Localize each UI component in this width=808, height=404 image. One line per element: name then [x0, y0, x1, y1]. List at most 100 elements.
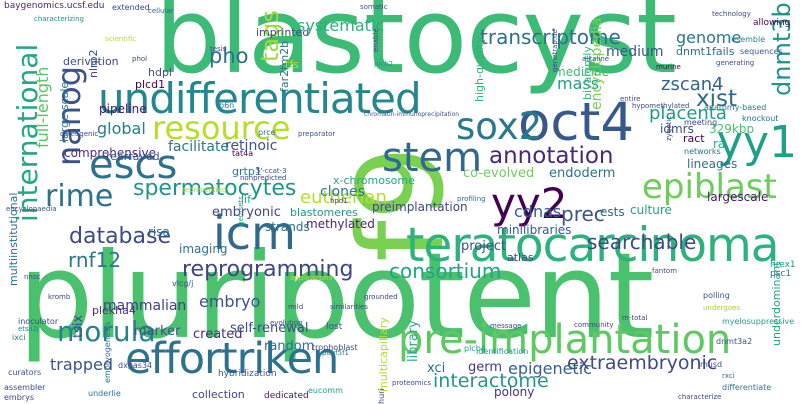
word: comprehensive	[64, 146, 156, 160]
word: hdpl	[148, 66, 172, 79]
word: genetrap.de	[551, 29, 559, 72]
word: pipeline	[99, 102, 147, 116]
word: grounded	[364, 293, 398, 301]
word: 329kbp	[709, 122, 755, 136]
word: tat4a	[232, 149, 254, 158]
word: plcb4	[464, 344, 486, 353]
word: consortium	[389, 259, 502, 283]
word: derivation	[63, 55, 119, 68]
word: dnmt1fails	[676, 45, 735, 58]
word: hrex1	[770, 260, 796, 270]
word: plcd1	[135, 78, 166, 91]
word: undergoes	[703, 304, 741, 312]
word: alkaline	[582, 55, 610, 63]
word: hpd1	[330, 197, 348, 205]
word: mild	[288, 303, 304, 311]
word: assembler	[4, 383, 46, 392]
word: searchable	[587, 230, 697, 254]
word: created	[193, 327, 243, 342]
word: ixci	[12, 333, 26, 342]
word: psc1	[770, 269, 792, 279]
word: xci	[427, 361, 446, 376]
word: icm	[213, 206, 296, 260]
word: prce	[258, 128, 276, 137]
word: epiblast	[642, 167, 777, 207]
word: x-chromosome	[333, 174, 415, 187]
word: eucomm	[308, 386, 343, 395]
word: identification	[476, 347, 529, 356]
word: facilitate	[168, 139, 230, 155]
word: epigenetic	[508, 359, 592, 378]
word: polony	[494, 385, 535, 399]
word: endoderm	[549, 166, 616, 181]
word: zscan4	[661, 74, 724, 95]
word: anatomy-based	[704, 103, 767, 112]
word: preimplantation	[372, 200, 468, 214]
word: 5'-ccat-3	[256, 167, 287, 175]
word: m-total	[622, 314, 648, 322]
word: placenta	[649, 103, 727, 124]
word: rnf12	[68, 248, 122, 272]
word: osteogenic	[60, 130, 99, 138]
word: eutherian	[300, 187, 387, 208]
word: embryo	[199, 292, 261, 311]
word: rearrayed	[106, 150, 160, 163]
word: library	[406, 320, 421, 362]
word: plcb2	[374, 60, 394, 68]
word: huri	[377, 388, 386, 404]
word: pho	[209, 44, 249, 68]
word: escs	[89, 142, 178, 188]
word: cellular	[148, 7, 174, 15]
word: inoculator	[18, 317, 59, 326]
word: lif	[241, 193, 251, 206]
word: hybridization	[218, 369, 277, 379]
word: dnmt3a2	[716, 337, 753, 346]
word: retinoic	[225, 138, 278, 154]
word: minilibraries	[497, 223, 572, 237]
word: polling	[703, 291, 730, 300]
word: reprogramming	[182, 257, 354, 282]
word: systematic	[297, 16, 385, 35]
word: high-quality	[473, 36, 486, 102]
word: transcriptome	[480, 25, 621, 49]
word: ract	[683, 132, 705, 145]
word: scientific	[105, 35, 137, 43]
word: preparator	[298, 130, 336, 138]
word: genome	[676, 28, 742, 47]
word: sequences	[740, 47, 783, 56]
word: applications	[290, 274, 333, 282]
word: message	[490, 322, 522, 330]
word: grtp1	[232, 165, 262, 178]
word: project	[461, 239, 507, 254]
word: plekha4	[92, 304, 136, 317]
word: rxci	[722, 372, 735, 380]
word: marker	[134, 324, 181, 339]
word: encyclopaedia	[6, 205, 57, 213]
word: strands	[265, 220, 310, 234]
word: co-evolved	[463, 166, 535, 181]
word: hypomethylated	[632, 102, 690, 110]
word: proteomics	[392, 379, 432, 387]
word: annotation	[489, 143, 614, 169]
word: mass	[557, 74, 600, 93]
word: gemsets	[237, 196, 245, 226]
word: networks	[684, 147, 721, 156]
word: generating	[716, 59, 755, 67]
word: medicine	[554, 65, 609, 79]
word: resemble	[728, 35, 766, 44]
word: tsix	[71, 314, 86, 338]
word: mammalian	[103, 298, 187, 314]
word: meeting	[684, 118, 718, 127]
word: full-length	[33, 66, 52, 148]
word: b6n	[219, 101, 235, 110]
word: profiling	[457, 195, 486, 203]
word: vlcg/j	[172, 279, 194, 288]
word: stem	[382, 135, 483, 181]
word: nnsc	[24, 273, 41, 281]
word: sox2	[456, 105, 543, 148]
word: atlas	[507, 251, 534, 264]
word: resource	[152, 109, 291, 147]
word: rime	[45, 179, 114, 214]
word: pluripotent	[18, 228, 654, 366]
